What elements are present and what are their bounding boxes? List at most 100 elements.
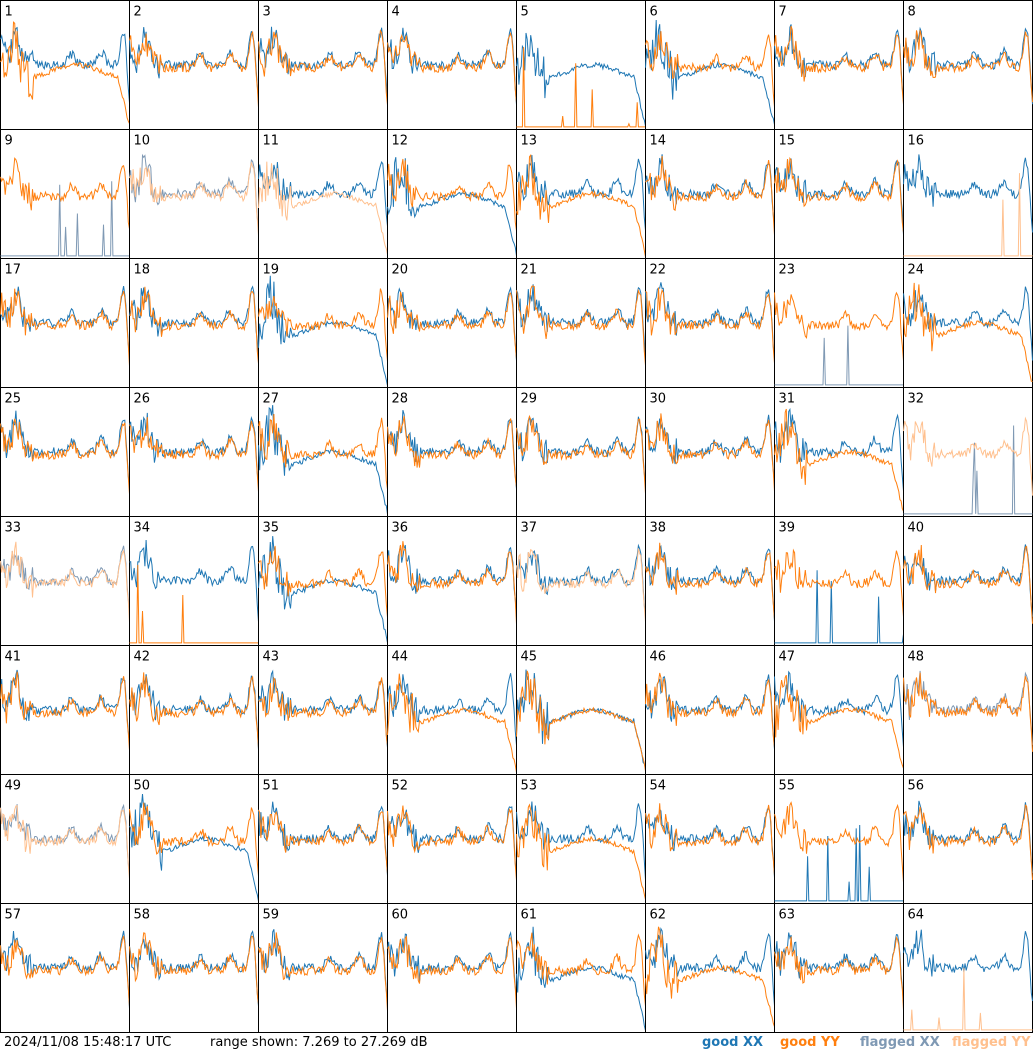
panel-label: 39 [779,521,796,536]
panel-55: 55 [774,774,904,904]
panel-frame [0,387,130,517]
panel-58: 58 [129,903,259,1033]
series-xx-52 [387,806,517,874]
panel-label: 28 [392,392,409,407]
legend-good-xx: good XX [702,1035,764,1050]
series-yy-10 [129,161,259,236]
series-yy-21 [516,285,646,366]
panel-frame [129,516,259,646]
panel-56: 56 [903,774,1033,904]
panel-32: 32 [903,387,1033,517]
panel-13: 13 [516,129,646,259]
panel-47: 47 [774,645,904,775]
series-xx-49 [0,803,130,872]
series-yy-16 [903,173,1033,257]
series-yy-2 [129,30,259,108]
series-xx-61 [516,926,646,1031]
series-yy-62 [645,926,775,1027]
panel-44: 44 [387,645,517,775]
series-yy-57 [0,935,130,1007]
series-yy-22 [645,287,775,364]
series-yy-13 [516,153,646,258]
series-yy-39 [774,548,904,618]
panel-52: 52 [387,774,517,904]
panel-label: 64 [908,908,925,923]
panel-label: 54 [650,779,667,794]
panel-label: 7 [779,5,787,20]
series-yy-43 [258,676,388,746]
panel-frame [258,387,388,517]
panel-label: 55 [779,779,796,794]
panel-label: 23 [779,263,796,278]
panel-39: 39 [774,516,904,646]
panel-30: 30 [645,387,775,517]
series-xx-21 [516,284,646,359]
series-yy-15 [774,156,904,233]
panel-36: 36 [387,516,517,646]
panel-41: 41 [0,645,130,775]
series-yy-12 [387,158,517,231]
panel-48: 48 [903,645,1033,775]
panel-label: 61 [521,908,538,923]
legend-flagged-yy: flagged YY [952,1035,1031,1050]
series-yy-64 [903,967,1033,1031]
series-yy-50 [129,802,259,877]
panel-label: 53 [521,779,538,794]
panel-60: 60 [387,903,517,1033]
panel-17: 17 [0,258,130,388]
panel-label: 12 [392,134,409,149]
panel-53: 53 [516,774,646,904]
panel-20: 20 [387,258,517,388]
series-xx-9 [0,181,130,257]
series-yy-8 [903,30,1033,103]
panel-label: 24 [908,263,925,278]
panel-label: 19 [263,263,280,278]
panel-label: 62 [650,908,667,923]
panel-label: 49 [5,779,22,794]
panel-label: 18 [134,263,151,278]
series-yy-41 [0,671,130,751]
series-yy-4 [387,31,517,103]
series-yy-24 [903,282,1033,382]
series-yy-40 [903,544,1033,624]
panel-label: 21 [521,263,538,278]
panel-label: 50 [134,779,151,794]
panel-label: 2 [134,5,142,20]
panel-label: 1 [5,5,13,20]
series-xx-20 [387,286,517,361]
series-xx-12 [387,157,517,256]
panel-label: 31 [779,392,796,407]
series-yy-55 [774,801,904,883]
panel-label: 34 [134,521,151,536]
series-yy-63 [774,935,904,1011]
series-yy-17 [0,288,130,367]
series-yy-3 [258,29,388,106]
series-yy-35 [258,545,388,618]
panel-label: 38 [650,521,667,536]
series-yy-44 [387,673,517,773]
panel-label: 32 [908,392,925,407]
panel-label: 22 [650,263,667,278]
series-yy-60 [387,935,517,1009]
series-xx-23 [774,325,904,386]
series-xx-11 [258,161,388,227]
panel-label: 47 [779,650,796,665]
panel-27: 27 [258,387,388,517]
panel-38: 38 [645,516,775,646]
panel-label: 58 [134,908,151,923]
panel-3: 3 [258,0,388,130]
panel-2: 2 [129,0,259,130]
panel-label: 16 [908,134,925,149]
panel-37: 37 [516,516,646,646]
series-xx-32 [903,425,1033,515]
panel-label: 20 [392,263,409,278]
series-xx-16 [903,154,1033,233]
series-yy-61 [516,932,646,1007]
series-yy-42 [129,672,259,749]
panel-63: 63 [774,903,904,1033]
series-xx-64 [903,929,1033,1002]
series-xx-39 [774,570,904,644]
panel-label: 27 [263,392,280,407]
panel-43: 43 [258,645,388,775]
panel-frame [129,774,259,904]
